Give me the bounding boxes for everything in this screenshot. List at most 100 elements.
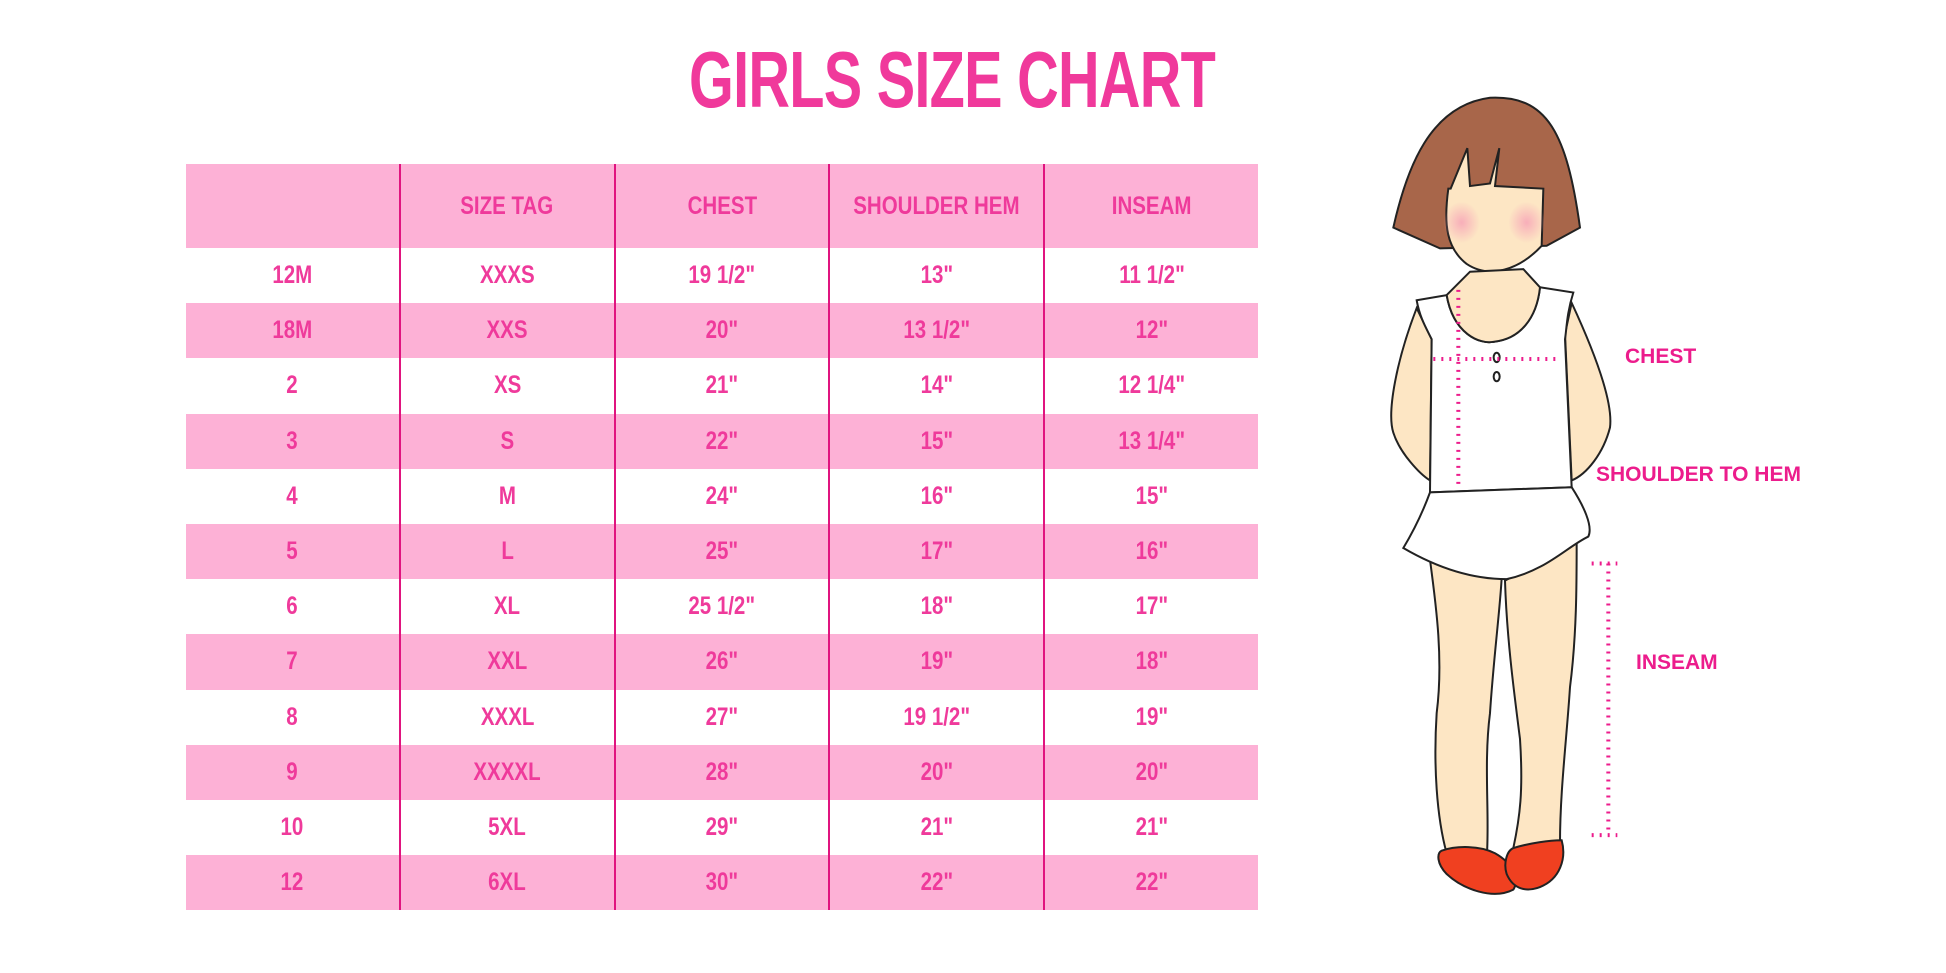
table-cell: 25" [616, 523, 831, 580]
table-cell: 20" [1045, 745, 1258, 800]
cell-text: 6 [286, 592, 299, 621]
table-cell: 9 [186, 744, 401, 800]
cell-text: 22" [920, 868, 954, 897]
cell-text: 5 [286, 537, 299, 566]
left-leg [1430, 560, 1502, 859]
table-cell: 5XL [401, 799, 616, 856]
page-title: GIRLS SIZE CHART [689, 35, 1216, 124]
table-cell: 29" [616, 799, 831, 856]
cell-text: XXXXL [473, 757, 541, 786]
cell-text: S [500, 426, 515, 455]
table-cell: XXXS [401, 248, 616, 304]
table-cell: 15" [830, 413, 1046, 469]
table-row: 3 S 22" 15" 13 1/4" [186, 413, 1258, 469]
cell-text: 5XL [488, 812, 526, 841]
table-cell: INSEAM [1045, 164, 1258, 248]
skirt [1403, 487, 1589, 579]
table-cell: SIZE TAG [401, 164, 616, 248]
cell-text: 19" [920, 647, 954, 676]
table-cell: 21" [1045, 800, 1258, 855]
cell-text: 4 [286, 481, 299, 510]
cell-text: 21" [920, 812, 954, 841]
cell-text: 12M [272, 261, 313, 290]
cell-text: 13 1/2" [903, 316, 971, 345]
table-cell: 6 [186, 579, 401, 635]
cell-text: 18M [272, 316, 313, 345]
neck [1447, 269, 1540, 342]
table-cell: 17" [1045, 579, 1258, 634]
cell-text: 30" [705, 868, 739, 897]
table-row: 10 5XL 29" 21" 21" [186, 799, 1258, 856]
inseam-label: INSEAM [1636, 651, 1718, 674]
table-row: 4 M 24" 16" 15" [186, 468, 1258, 524]
table-row: 5 L 25" 17" 16" [186, 523, 1258, 580]
table-cell: 13" [830, 248, 1046, 304]
table-cell: 12" [1045, 303, 1258, 358]
cell-text: SIZE TAG [460, 191, 554, 220]
table-cell: 22" [830, 855, 1046, 911]
table-row: 12M XXXS 19 1/2" 13" 11 1/2" [186, 248, 1258, 304]
cell-text: XS [493, 371, 521, 400]
cell-text: 25" [705, 537, 739, 566]
cell-text: 19 1/2" [688, 261, 756, 290]
table-cell: 10 [186, 799, 401, 856]
cell-text: M [498, 481, 516, 510]
table-cell: XXS [401, 303, 616, 359]
table-cell: 12M [186, 248, 401, 304]
table-cell: 21" [830, 799, 1046, 856]
table-cell: XXXXL [401, 744, 616, 800]
right-shoe [1505, 840, 1563, 889]
shoulder-to-hem-label: SHOULDER TO HEM [1596, 463, 1801, 486]
table-header-row: SIZE TAG CHEST SHOULDER HEM INSEAM [186, 164, 1258, 248]
table-cell: 22" [1045, 855, 1258, 910]
table-cell: 27" [616, 689, 831, 745]
table-cell: 25 1/2" [616, 579, 831, 635]
table-cell: 7 [186, 634, 401, 690]
right-leg [1505, 542, 1577, 848]
table-cell: 5 [186, 523, 401, 580]
cell-text: 18" [920, 592, 954, 621]
cell-text: 9 [286, 757, 299, 786]
table-cell: 2 [186, 358, 401, 414]
cell-text: 26" [705, 647, 739, 676]
table-cell: 14" [830, 358, 1046, 414]
cell-text: 16" [1135, 537, 1168, 566]
table-cell: 17" [830, 523, 1046, 580]
left-arm [1391, 308, 1431, 480]
table-cell [186, 164, 401, 248]
cell-text: 27" [705, 702, 739, 731]
table-row: 7 XXL 26" 19" 18" [186, 634, 1258, 690]
cell-text: 28" [705, 757, 739, 786]
table-cell: 21" [616, 358, 831, 414]
cell-text: 25 1/2" [688, 592, 756, 621]
cell-text: 21" [705, 371, 739, 400]
cell-text: 15" [1135, 481, 1168, 510]
table-row: 18M XXS 20" 13 1/2" 12" [186, 303, 1258, 359]
cell-text: 8 [286, 702, 299, 731]
cell-text: 17" [920, 537, 954, 566]
table-cell: 24" [616, 468, 831, 524]
table-cell: 8 [186, 689, 401, 745]
cell-text: 19" [1135, 702, 1168, 731]
table-cell: CHEST [616, 164, 831, 248]
table-cell: 6XL [401, 855, 616, 911]
table-cell: S [401, 413, 616, 469]
table-cell: 19 1/2" [616, 248, 831, 304]
table-cell: 28" [616, 744, 831, 800]
cell-text: 24" [705, 481, 739, 510]
cell-text: L [500, 537, 514, 566]
table-cell: 16" [830, 468, 1046, 524]
cell-text: 22" [705, 426, 739, 455]
cell-text: 29" [705, 812, 739, 841]
table-cell: 20" [830, 744, 1046, 800]
cell-text: 14" [920, 371, 954, 400]
table-cell: 4 [186, 468, 401, 524]
cell-text: 12 [280, 868, 304, 897]
table-cell: 19 1/2" [830, 689, 1046, 745]
size-chart-table: SIZE TAG CHEST SHOULDER HEM INSEAM 12M XXXS 19… [186, 164, 1258, 911]
table-cell: 30" [616, 855, 831, 911]
cell-text: 11 1/2" [1118, 261, 1185, 290]
table-row: 12 6XL 30" 22" 22" [186, 855, 1258, 911]
cell-text: 10 [280, 812, 304, 841]
cell-text: 6XL [488, 868, 526, 897]
